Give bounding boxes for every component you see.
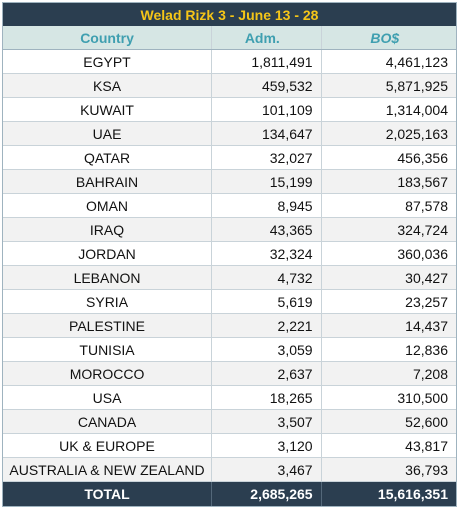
admissions-cell: 32,027 [212,146,322,169]
table-row: PALESTINE 2,221 14,437 [3,314,456,338]
box-office-cell: 87,578 [405,197,448,214]
box-office-cell: 4,461,123 [385,53,448,70]
country-cell: IRAQ [3,218,213,241]
box-office-cell: 7,208 [412,365,448,382]
country-cell: AUSTRALIA & NEW ZEALAND [3,458,213,481]
table-row: UK & EUROPE 3,120 43,817 [3,434,456,458]
admissions-cell: 15,199 [212,170,322,193]
box-office-cell: 2,025,163 [385,125,448,142]
box-office-cell: 1,314,004 [385,101,448,118]
box-office-cell: 5,871,925 [385,77,448,94]
header-row: Country Adm. BO$ [3,26,456,50]
table-row: TUNISIA 3,059 12,836 [3,338,456,362]
table-row: UAE 134,647 2,025,163 [3,122,456,146]
admissions-cell: 8,945 [212,194,322,217]
admissions-cell: 3,059 [212,338,322,361]
country-cell: JORDAN [3,242,213,265]
admissions-cell: 5,619 [212,290,322,313]
box-office-cell: 43,817 [405,437,448,454]
admissions-cell: 3,120 [212,434,322,457]
box-office-cell: 23,257 [405,293,448,310]
country-cell: CANADA [3,410,213,433]
admissions-cell: 101,109 [212,98,322,121]
table-row: AUSTRALIA & NEW ZEALAND 3,467 36,793 [3,458,456,482]
table-title: Welad Rizk 3 - June 13 - 28 [3,3,456,26]
total-admissions: 2,685,265 [212,482,322,506]
total-row: TOTAL 2,685,265 15,616,351 [3,482,456,506]
table-row: CANADA 3,507 52,600 [3,410,456,434]
admissions-cell: 134,647 [212,122,322,145]
table-row: KUWAIT 101,109 1,314,004 [3,98,456,122]
country-cell: TUNISIA [3,338,213,361]
table-row: QATAR 32,027 456,356 [3,146,456,170]
table-row: KSA 459,532 5,871,925 [3,74,456,98]
column-header-admissions: Adm. [212,26,322,49]
country-cell: UK & EUROPE [3,434,213,457]
table-row: MOROCCO 2,637 7,208 [3,362,456,386]
table-row: OMAN 8,945 87,578 [3,194,456,218]
table-row: SYRIA 5,619 23,257 [3,290,456,314]
admissions-cell: 459,532 [212,74,322,97]
admissions-cell: 3,467 [212,458,322,481]
box-office-cell: 52,600 [405,413,448,430]
column-header-country: Country [3,26,213,49]
box-office-cell: 324,724 [397,221,448,238]
country-cell: OMAN [3,194,213,217]
country-cell: EGYPT [3,50,213,73]
table-body: EGYPT 1,811,491 4,461,123 KSA 459,532 5,871,9… [3,50,456,482]
box-office-cell: 12,836 [405,341,448,358]
box-office-cell: 360,036 [397,245,448,262]
country-cell: BAHRAIN [3,170,213,193]
country-cell: MOROCCO [3,362,213,385]
admissions-cell: 2,637 [212,362,322,385]
country-cell: USA [3,386,213,409]
admissions-cell: 2,221 [212,314,322,337]
table-row: JORDAN 32,324 360,036 [3,242,456,266]
box-office-cell: 183,567 [397,173,448,190]
box-office-cell: 310,500 [397,389,448,406]
table-row: BAHRAIN 15,199 183,567 [3,170,456,194]
box-office-cell: 36,793 [405,461,448,478]
country-cell: UAE [3,122,213,145]
country-cell: LEBANON [3,266,213,289]
country-cell: KSA [3,74,213,97]
table-row: USA 18,265 310,500 [3,386,456,410]
country-cell: KUWAIT [3,98,213,121]
table-row: LEBANON 4,732 30,427 [3,266,456,290]
box-office-cell: 30,427 [405,269,448,286]
admissions-cell: 32,324 [212,242,322,265]
table-row: EGYPT 1,811,491 4,461,123 [3,50,456,74]
total-box-office: 15,616,351 [377,486,448,502]
admissions-cell: 18,265 [212,386,322,409]
table-row: IRAQ 43,365 324,724 [3,218,456,242]
country-cell: PALESTINE [3,314,213,337]
country-cell: QATAR [3,146,213,169]
box-office-cell: 456,356 [397,149,448,166]
admissions-cell: 1,811,491 [212,50,322,73]
column-header-box-office: BO$ [370,29,400,46]
admissions-cell: 43,365 [212,218,322,241]
box-office-cell: 14,437 [405,317,448,334]
total-label: TOTAL [3,482,213,506]
country-cell: SYRIA [3,290,213,313]
admissions-cell: 4,732 [212,266,322,289]
admissions-cell: 3,507 [212,410,322,433]
